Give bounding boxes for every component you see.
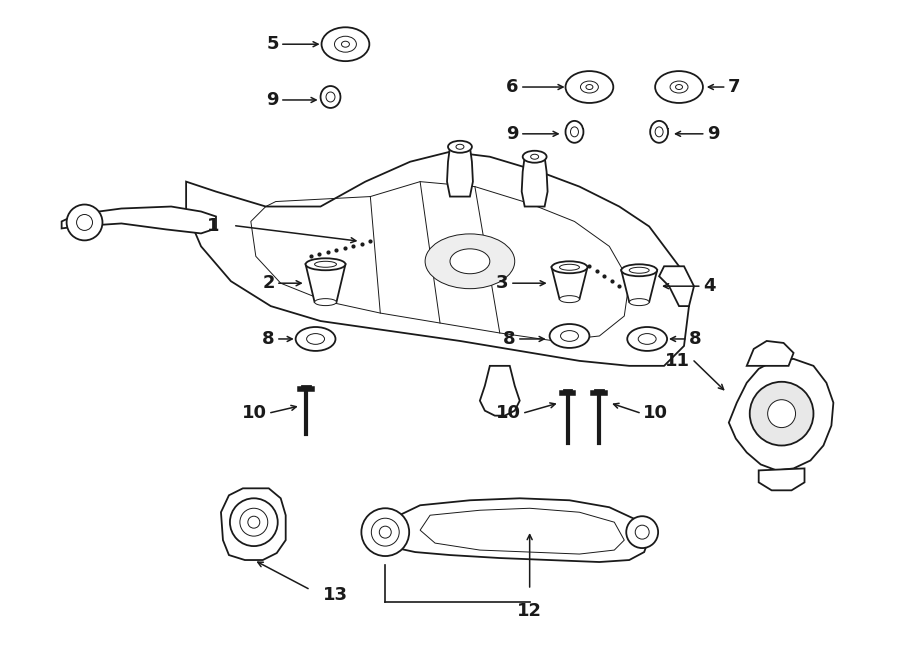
Ellipse shape xyxy=(425,234,515,289)
Ellipse shape xyxy=(627,327,667,351)
Polygon shape xyxy=(221,488,285,560)
Ellipse shape xyxy=(561,330,579,341)
Text: 11: 11 xyxy=(665,352,690,370)
Text: 7: 7 xyxy=(728,78,741,96)
Ellipse shape xyxy=(560,295,580,303)
Ellipse shape xyxy=(621,264,657,276)
Text: 8: 8 xyxy=(503,330,516,348)
Polygon shape xyxy=(747,341,794,366)
Text: 3: 3 xyxy=(496,274,508,292)
Text: 5: 5 xyxy=(266,35,279,53)
Ellipse shape xyxy=(676,85,682,89)
Text: 6: 6 xyxy=(506,78,518,96)
Ellipse shape xyxy=(565,121,583,143)
Text: 9: 9 xyxy=(506,125,518,143)
Ellipse shape xyxy=(456,144,464,149)
Polygon shape xyxy=(621,270,657,302)
Ellipse shape xyxy=(326,92,335,102)
Text: 4: 4 xyxy=(703,277,716,295)
Circle shape xyxy=(362,508,410,556)
Ellipse shape xyxy=(523,151,546,163)
Circle shape xyxy=(248,516,260,528)
Ellipse shape xyxy=(315,261,337,267)
Text: 2: 2 xyxy=(262,274,274,292)
Polygon shape xyxy=(186,152,689,366)
Ellipse shape xyxy=(296,327,336,351)
Ellipse shape xyxy=(629,267,649,273)
Ellipse shape xyxy=(531,154,538,159)
Polygon shape xyxy=(306,264,346,302)
Ellipse shape xyxy=(580,81,598,93)
Ellipse shape xyxy=(450,249,490,274)
Polygon shape xyxy=(659,266,694,306)
Ellipse shape xyxy=(670,81,688,93)
Ellipse shape xyxy=(650,121,668,143)
Circle shape xyxy=(750,382,814,446)
Text: 10: 10 xyxy=(644,404,668,422)
Circle shape xyxy=(76,214,93,231)
Polygon shape xyxy=(759,469,805,490)
Ellipse shape xyxy=(321,27,369,61)
Circle shape xyxy=(67,204,103,241)
Ellipse shape xyxy=(307,334,325,344)
Polygon shape xyxy=(480,366,519,416)
Ellipse shape xyxy=(560,264,580,270)
Ellipse shape xyxy=(335,36,356,52)
Ellipse shape xyxy=(571,127,579,137)
Polygon shape xyxy=(552,267,588,299)
Ellipse shape xyxy=(315,299,337,305)
Circle shape xyxy=(626,516,658,548)
Circle shape xyxy=(768,400,796,428)
Ellipse shape xyxy=(320,86,340,108)
Text: 13: 13 xyxy=(322,586,347,604)
Text: 9: 9 xyxy=(706,125,719,143)
Circle shape xyxy=(379,526,392,538)
Ellipse shape xyxy=(448,141,472,153)
Ellipse shape xyxy=(306,258,346,270)
Text: 10: 10 xyxy=(242,404,266,422)
Ellipse shape xyxy=(655,71,703,103)
Ellipse shape xyxy=(655,127,663,137)
Polygon shape xyxy=(522,157,547,206)
Text: 12: 12 xyxy=(518,602,542,620)
Text: 1: 1 xyxy=(206,217,219,235)
Circle shape xyxy=(372,518,400,546)
Ellipse shape xyxy=(629,299,649,305)
Polygon shape xyxy=(61,206,216,233)
Text: 9: 9 xyxy=(266,91,279,109)
Ellipse shape xyxy=(638,334,656,344)
Polygon shape xyxy=(381,498,649,562)
Circle shape xyxy=(635,525,649,539)
Ellipse shape xyxy=(552,261,588,273)
Text: 8: 8 xyxy=(262,330,274,348)
Circle shape xyxy=(240,508,268,536)
Text: 10: 10 xyxy=(496,404,521,422)
Polygon shape xyxy=(729,359,833,471)
Text: 8: 8 xyxy=(689,330,702,348)
Circle shape xyxy=(230,498,278,546)
Ellipse shape xyxy=(550,324,590,348)
Polygon shape xyxy=(447,147,473,196)
Ellipse shape xyxy=(341,41,349,47)
Ellipse shape xyxy=(586,85,593,89)
Ellipse shape xyxy=(565,71,613,103)
